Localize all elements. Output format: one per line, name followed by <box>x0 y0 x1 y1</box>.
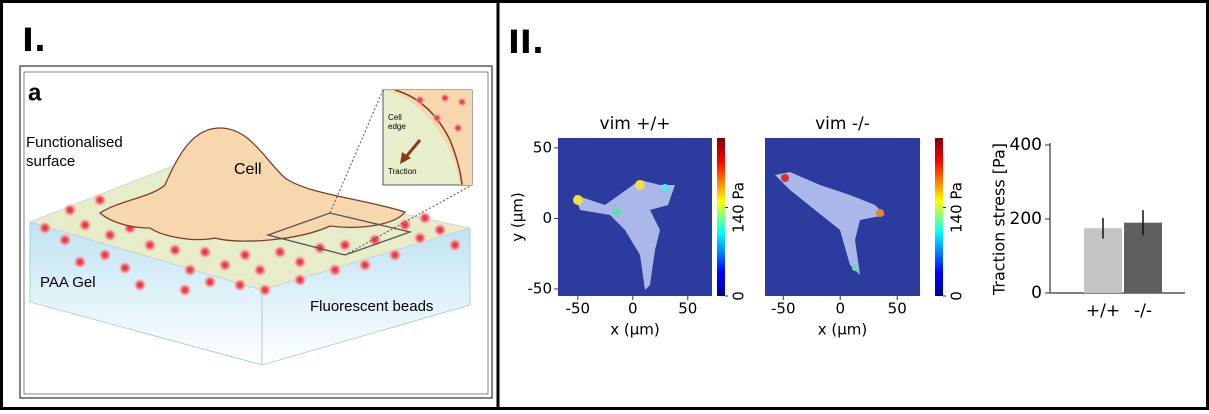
inset-label: Traction <box>388 167 417 176</box>
y-tick-label: 0 <box>542 209 552 227</box>
y-tick-label: -50 <box>528 279 553 297</box>
bead <box>358 258 372 272</box>
heatmap-image <box>765 138 920 296</box>
bead <box>103 228 117 242</box>
bead <box>58 233 72 247</box>
x-tick-label: 50 <box>888 300 907 318</box>
x-tick-label: 0 <box>628 300 638 318</box>
inset-label: edge <box>388 122 406 131</box>
x-tick-label: -50 <box>566 300 591 318</box>
x-tick-label: -50 <box>771 300 796 318</box>
x-label: x (μm) <box>818 321 868 339</box>
bead <box>233 278 247 292</box>
bead <box>143 238 157 252</box>
bead <box>338 238 352 252</box>
bead <box>413 231 427 245</box>
panel-label: II. <box>508 23 544 61</box>
colorbar <box>717 138 725 296</box>
bead <box>293 273 307 287</box>
diagram-label: Cell <box>234 161 262 178</box>
bead <box>328 263 342 277</box>
bead <box>388 248 402 262</box>
x-tick-label: 50 <box>678 300 697 318</box>
bead <box>38 221 52 235</box>
inset-label: Cell <box>388 113 402 122</box>
bead <box>203 275 217 289</box>
x-label: x (μm) <box>610 321 660 339</box>
diagram-label: Functionalised <box>26 134 123 151</box>
bead <box>198 245 212 259</box>
x-tick-label: +/+ <box>1086 301 1120 321</box>
bead <box>218 258 232 272</box>
y-tick-label: 400 <box>1010 135 1042 155</box>
bead <box>448 238 462 252</box>
zoom-line <box>330 90 383 213</box>
y-tick-label: 50 <box>533 138 552 156</box>
y-tick-label: 0 <box>1031 283 1042 303</box>
bead <box>178 283 192 297</box>
heatmap-title: vim +/+ <box>600 114 671 134</box>
panel-label: I. <box>22 21 46 59</box>
bead <box>273 245 287 259</box>
bead <box>433 223 447 237</box>
bead <box>73 255 87 269</box>
bead <box>78 218 92 232</box>
bead <box>118 261 132 275</box>
bead <box>63 203 77 217</box>
colorbar <box>935 138 943 296</box>
y-tick-label: 200 <box>1010 209 1042 229</box>
diagram-label: surface <box>26 153 75 170</box>
bead <box>253 263 267 277</box>
sublabel: a <box>28 79 42 106</box>
bead <box>258 283 272 297</box>
diagram-label: Fluorescent beads <box>310 298 433 315</box>
bead <box>133 278 147 292</box>
heatmap-title: vim -/- <box>815 114 870 134</box>
bead <box>293 255 307 269</box>
heatmap-image <box>558 138 712 296</box>
colorbar-tick-label: 0 <box>730 291 748 301</box>
bead <box>183 263 197 277</box>
y-label: y (μm) <box>509 192 527 242</box>
bead <box>168 243 182 257</box>
diagram-label: PAA Gel <box>40 274 96 291</box>
bead <box>93 193 107 207</box>
y-label: Traction stress [Pa] <box>990 143 1009 296</box>
x-tick-label: -/- <box>1134 301 1152 321</box>
x-tick-label: 0 <box>835 300 845 318</box>
figure: I. II. a Cell edge Traction Functionalis… <box>0 0 1209 410</box>
colorbar-tick-label: 0 <box>948 291 966 301</box>
bead <box>238 248 252 262</box>
bead <box>98 248 112 262</box>
colorbar-tick-label: 140 Pa <box>730 182 748 233</box>
colorbar-tick-label: 140 Pa <box>948 182 966 233</box>
